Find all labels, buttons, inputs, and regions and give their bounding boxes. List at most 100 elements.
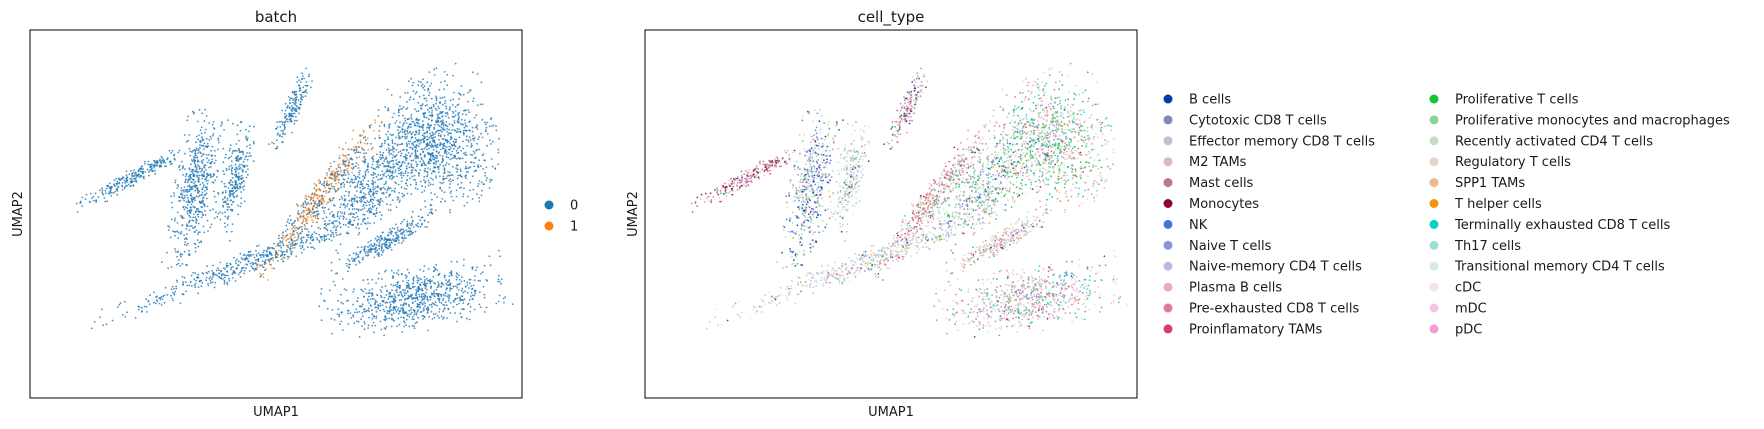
batch-point	[198, 177, 200, 179]
batch-point	[204, 209, 206, 212]
batch-point	[433, 126, 436, 129]
batch-point	[418, 143, 421, 145]
batch-point	[332, 280, 335, 283]
batch-point	[460, 118, 463, 121]
batch-point	[431, 152, 434, 154]
batch-point	[413, 174, 416, 177]
batch-point	[478, 159, 480, 162]
cell-type-point	[771, 164, 774, 167]
batch-point	[305, 81, 308, 83]
batch-point	[452, 112, 455, 114]
batch-point	[389, 148, 392, 151]
batch-point	[255, 245, 258, 248]
batch-point	[426, 175, 428, 178]
batch-point	[445, 151, 448, 153]
batch-point	[415, 110, 418, 113]
batch-point	[396, 175, 398, 178]
batch-point	[427, 184, 430, 187]
batch-point	[203, 205, 206, 208]
batch-point	[196, 171, 198, 174]
batch-point	[452, 140, 455, 143]
batch-point	[299, 237, 302, 240]
batch-point	[432, 275, 435, 278]
batch-point	[385, 241, 387, 243]
batch-point	[454, 129, 457, 132]
batch-point	[381, 304, 384, 307]
batch-point	[426, 170, 428, 173]
batch-point	[401, 163, 403, 166]
batch-point	[202, 203, 205, 206]
batch-point	[349, 220, 352, 223]
batch-point	[197, 178, 200, 181]
batch-point	[316, 215, 319, 218]
batch-point	[330, 261, 333, 264]
batch-point	[445, 121, 448, 123]
batch-point	[297, 238, 299, 240]
batch-point	[195, 170, 198, 173]
batch-point	[286, 228, 289, 231]
cell-type-point	[749, 180, 751, 183]
batch-point	[435, 95, 437, 98]
batch-point	[169, 236, 172, 239]
batch-point	[428, 160, 430, 163]
batch-point	[204, 214, 207, 216]
batch-point	[364, 160, 367, 163]
batch-point	[197, 171, 200, 173]
batch-point	[356, 190, 358, 192]
batch-point	[387, 109, 389, 112]
cell-type-point	[691, 211, 694, 213]
batch-point	[237, 168, 239, 171]
batch-point	[283, 122, 286, 124]
batch-point	[196, 120, 199, 123]
batch-point	[242, 254, 245, 256]
batch-point	[215, 273, 217, 276]
batch-point	[454, 138, 456, 141]
batch-point	[347, 165, 350, 167]
batch-point	[339, 323, 341, 325]
batch-point	[216, 267, 219, 270]
batch-point	[381, 170, 384, 173]
cell-type-point	[807, 172, 809, 175]
batch-point	[184, 196, 187, 199]
batch-point	[300, 228, 303, 231]
batch-point	[153, 159, 155, 162]
batch-point	[408, 98, 411, 101]
batch-point	[358, 173, 361, 176]
batch-point	[248, 155, 250, 158]
batch-point	[478, 180, 481, 182]
batch-point	[224, 191, 227, 194]
batch-point	[222, 170, 225, 173]
batch-point	[371, 309, 373, 312]
batch-point	[411, 84, 414, 87]
batch-point	[281, 240, 283, 243]
batch-point	[406, 290, 409, 292]
batch-point	[388, 296, 391, 298]
batch-point	[456, 168, 459, 171]
batch-point	[190, 170, 193, 173]
batch-point	[343, 183, 346, 186]
batch-point	[226, 216, 229, 219]
batch-point	[452, 98, 454, 101]
batch-point	[189, 211, 192, 214]
batch-point	[212, 208, 214, 211]
batch-point	[494, 167, 497, 170]
batch-point	[400, 242, 403, 244]
batch-point	[364, 288, 367, 290]
batch-point	[362, 220, 364, 223]
batch-point	[351, 216, 354, 218]
batch-point	[318, 239, 321, 242]
batch-point	[198, 190, 201, 193]
batch-point	[333, 160, 336, 163]
batch-point	[480, 272, 482, 275]
batch-point	[426, 298, 429, 301]
batch-point	[239, 205, 242, 208]
batch-point	[343, 163, 346, 166]
batch-point	[455, 272, 458, 275]
batch-point	[363, 214, 366, 216]
batch-point	[449, 287, 451, 289]
batch-point	[438, 107, 440, 110]
batch-point	[377, 115, 380, 117]
batch-point	[302, 96, 304, 98]
batch-point	[412, 131, 414, 134]
batch-point	[242, 180, 245, 183]
